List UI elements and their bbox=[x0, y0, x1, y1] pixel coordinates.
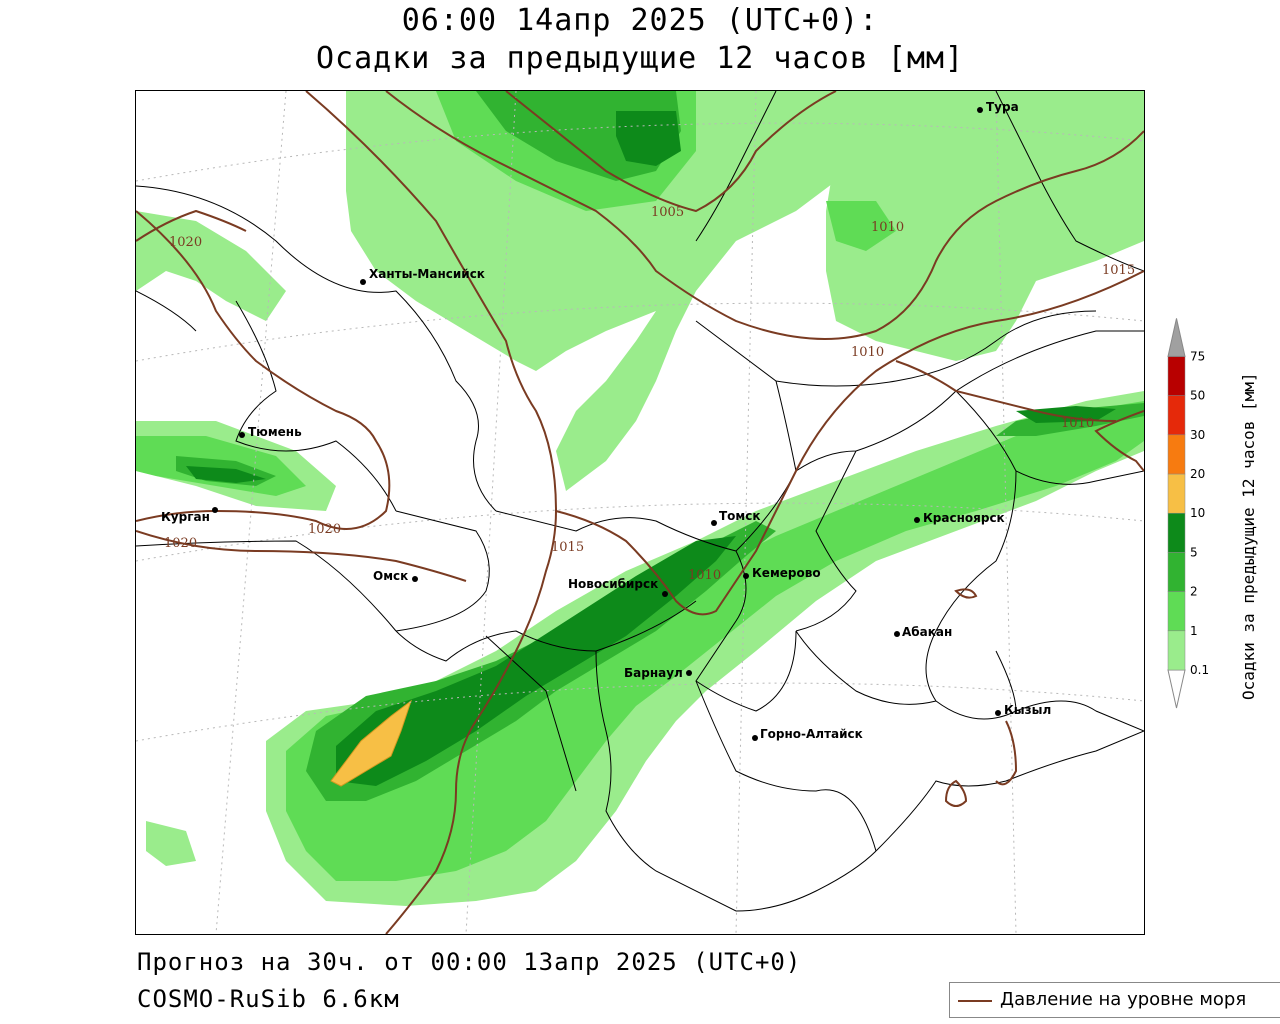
colorbar-extend-high bbox=[1167, 318, 1186, 357]
isobar-label: 1010 bbox=[871, 220, 904, 235]
precip-layer-intense bbox=[186, 111, 1116, 786]
precipitation-map: 1005 1010 1010 1010 1010 1015 1015 1020 … bbox=[135, 90, 1145, 935]
precipitation-colorbar: 0.1 1 2 5 10 20 30 50 75 bbox=[1167, 318, 1209, 709]
colorbar-tick-label: 5 bbox=[1190, 545, 1198, 559]
city-label-tura: Тура bbox=[986, 100, 1019, 114]
borders bbox=[136, 91, 1144, 912]
colorbar-segment bbox=[1167, 512, 1186, 553]
colorbar-segment bbox=[1167, 395, 1186, 436]
isobar-label: 1010 bbox=[688, 568, 721, 583]
model-name: COSMO-RuSib 6.6км bbox=[137, 985, 400, 1013]
isobar-label: 1020 bbox=[169, 235, 202, 250]
city-label-kurgan: Курган bbox=[161, 510, 210, 524]
colorbar-segment bbox=[1167, 591, 1186, 632]
colorbar-segment bbox=[1167, 434, 1186, 475]
city-label-krasnoyarsk: Красноярск bbox=[923, 511, 1005, 525]
city-label-abakan: Абакан bbox=[902, 625, 952, 639]
isobar-label: 1020 bbox=[308, 522, 341, 537]
colorbar-ticks: 0.1 1 2 5 10 20 30 50 75 bbox=[1190, 349, 1209, 677]
pressure-legend: Давление на уровне моря bbox=[949, 982, 1280, 1018]
colorbar-segment bbox=[1167, 552, 1186, 592]
colorbar-extend-low bbox=[1167, 669, 1186, 709]
map-title-variable: Осадки за предыдущие 12 часов [мм] bbox=[315, 41, 965, 76]
pressure-legend-line bbox=[958, 1000, 992, 1002]
city-markers bbox=[212, 107, 1001, 741]
colorbar-segment bbox=[1167, 356, 1186, 396]
colorbar-segment bbox=[1167, 630, 1186, 671]
colorbar-tick-label: 30 bbox=[1190, 428, 1205, 442]
forecast-info: Прогноз на 30ч. от 00:00 13апр 2025 (UTC… bbox=[137, 948, 802, 976]
isobar-label: 1010 bbox=[1061, 416, 1094, 431]
isobar-label: 1015 bbox=[551, 540, 584, 555]
city-label-tomsk: Томск bbox=[719, 509, 761, 523]
isobars bbox=[136, 91, 1144, 934]
colorbar-segment bbox=[1167, 473, 1186, 514]
colorbar-tick-label: 0.1 bbox=[1190, 663, 1209, 677]
city-label-tyumen: Тюмень bbox=[248, 425, 302, 439]
isobar-label: 1020 bbox=[164, 536, 197, 551]
colorbar-tick-label: 75 bbox=[1190, 349, 1205, 363]
city-label-novosibirsk: Новосибирск bbox=[568, 577, 658, 591]
precip-layer-very-heavy bbox=[330, 699, 412, 787]
colorbar-tick-label: 20 bbox=[1190, 467, 1205, 481]
city-label-kemerovo: Кемерово bbox=[752, 566, 821, 580]
city-label-kyzyl: Кызыл bbox=[1004, 703, 1051, 717]
city-label-gorno-altaysk: Горно-Алтайск bbox=[760, 727, 863, 741]
colorbar-tick-label: 50 bbox=[1190, 389, 1205, 403]
colorbar-tick-label: 2 bbox=[1190, 585, 1198, 599]
city-label-barnaul: Барнаул bbox=[624, 666, 683, 680]
city-label-khanty-mansiysk: Ханты-Мансийск bbox=[369, 267, 485, 281]
colorbar-tick-label: 1 bbox=[1190, 624, 1198, 638]
isobar-label: 1005 bbox=[651, 205, 684, 220]
map-title-time: 06:00 14апр 2025 (UTC+0): bbox=[401, 3, 879, 38]
city-label-omsk: Омск bbox=[373, 569, 408, 583]
colorbar-title-text: Осадки за предыдущие 12 часов [мм] bbox=[1239, 372, 1258, 700]
colorbar-segments bbox=[1167, 318, 1186, 709]
isobar-label: 1010 bbox=[851, 345, 884, 360]
graticule bbox=[136, 91, 1144, 934]
colorbar-tick-label: 10 bbox=[1190, 506, 1205, 520]
isobar-label: 1015 bbox=[1102, 263, 1135, 278]
colorbar-title: Осадки за предыдущие 12 часов [мм] bbox=[1239, 372, 1258, 700]
pressure-legend-label: Давление на уровне моря bbox=[1000, 989, 1247, 1010]
